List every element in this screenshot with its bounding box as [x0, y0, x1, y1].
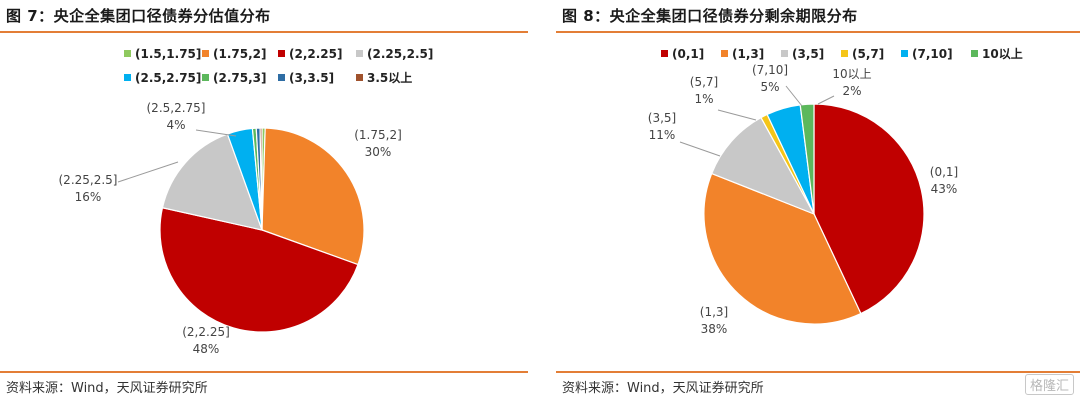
data-label-value: 2%	[842, 84, 861, 98]
leader-line	[785, 85, 803, 107]
data-label-value: 1%	[694, 92, 713, 106]
leader-line	[195, 129, 237, 137]
data-label-category: (1,3]	[700, 305, 728, 319]
leader-line	[679, 141, 721, 157]
legend-swatch	[721, 50, 728, 57]
data-label-category: (1.75,2]	[354, 128, 402, 142]
pie-slice	[261, 127, 365, 266]
legend-swatch	[124, 74, 131, 81]
data-label-category: (2.5,2.75]	[147, 101, 206, 115]
leader-line	[117, 161, 179, 183]
legend-entry: (3,5]	[792, 47, 824, 61]
source-rule	[0, 371, 528, 373]
legend-swatch	[356, 74, 363, 81]
pie-slice	[161, 133, 263, 231]
data-label-category: (2,2.25]	[182, 325, 230, 339]
data-label-value: 11%	[649, 128, 676, 142]
legend-swatch	[661, 50, 668, 57]
data-label-value: 48%	[193, 342, 220, 356]
pie-slice	[259, 127, 263, 231]
data-label-value: 30%	[365, 145, 392, 159]
data-label-category: (2.25,2.5]	[59, 173, 118, 187]
legend-entry: (2,2.25]	[289, 47, 342, 61]
leader-line	[717, 109, 757, 121]
legend-entry: (0,1]	[672, 47, 704, 61]
legend-entry: (2.25,2.5]	[367, 47, 433, 61]
legend-entry: (1.75,2]	[213, 47, 266, 61]
legend-swatch	[781, 50, 788, 57]
data-label-value: 38%	[701, 322, 728, 336]
data-label-category: (0,1]	[930, 165, 958, 179]
watermark-logo: 格隆汇	[1024, 374, 1074, 395]
data-label-value: 5%	[760, 80, 779, 94]
legend-swatch	[901, 50, 908, 57]
data-label-value: 16%	[75, 190, 102, 204]
source-note: 资料来源：Wind，天风证券研究所	[6, 381, 208, 396]
legend-swatch	[202, 74, 209, 81]
valuation-pie-chart: (1.5,1.75] (1.75,2] (2,2.25] (2.25,2.5] (2.5…	[59, 47, 434, 356]
legend-swatch	[356, 50, 363, 57]
legend-swatch	[124, 50, 131, 57]
legend-entry: 10以上	[982, 46, 1023, 61]
legend-swatch	[278, 74, 285, 81]
pie-slice	[813, 103, 925, 315]
legend-swatch	[971, 50, 978, 57]
maturity-pie-chart: (0,1] (1,3] (3,5] (5,7] (7,10] 10以上 (0,1] 43% (1…	[648, 46, 1023, 336]
legend-swatch	[278, 50, 285, 57]
source-rule	[556, 371, 1080, 373]
data-label-category: (3,5]	[648, 111, 676, 125]
pie-slice	[703, 172, 862, 325]
legend-entry: (2.5,2.75]	[135, 71, 201, 85]
leader-line	[817, 95, 835, 105]
data-label-value: 4%	[166, 118, 185, 132]
title-rule	[0, 31, 528, 33]
panel-valuation: 图 7：央企全集团口径债券分估值分布 (1.5,1.75] (1.75,2] (2,…	[0, 0, 528, 400]
legend-entry: (2.75,3]	[213, 71, 266, 85]
panel-maturity: 图 8：央企全集团口径债券分剩余期限分布 (0,1] (1,3] (3,5] (5,7…	[556, 0, 1080, 400]
title-rule	[556, 31, 1080, 33]
legend-entry: 3.5以上	[367, 70, 412, 85]
pie-slice	[159, 207, 359, 333]
legend-entry: (5,7]	[852, 47, 884, 61]
data-label-category: (5,7]	[690, 75, 718, 89]
legend-entry: (1.5,1.75]	[135, 47, 201, 61]
chart-title: 图 8：央企全集团口径债券分剩余期限分布	[562, 7, 858, 25]
source-note: 资料来源：Wind，天风证券研究所	[562, 381, 764, 396]
chart-title: 图 7：央企全集团口径债券分估值分布	[6, 7, 271, 25]
data-label-category: (7,10]	[752, 63, 788, 77]
legend-swatch	[202, 50, 209, 57]
legend-entry: (1,3]	[732, 47, 764, 61]
data-label-value: 43%	[931, 182, 958, 196]
pie-slice	[710, 116, 816, 216]
legend-entry: (3,3.5]	[289, 71, 334, 85]
legend-entry: (7,10]	[912, 47, 953, 61]
pie-slice	[799, 103, 815, 215]
data-label-category: 10以上	[832, 67, 871, 81]
legend-swatch	[841, 50, 848, 57]
